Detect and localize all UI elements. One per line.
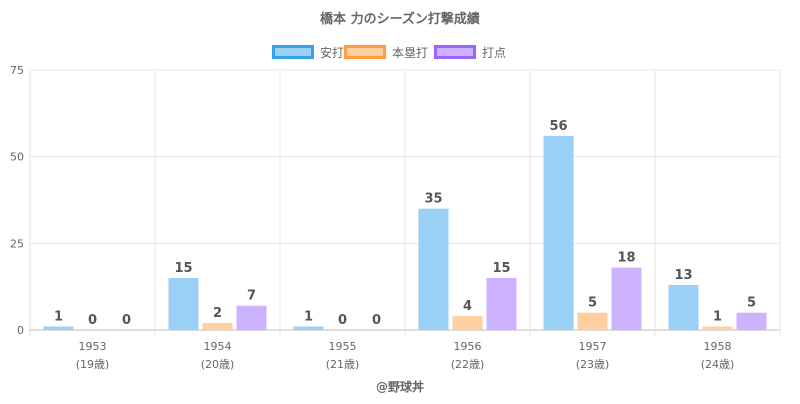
x-tick-label: 1958: [704, 340, 732, 353]
data-label: 0: [88, 313, 97, 328]
y-tick-label: 75: [10, 64, 24, 77]
x-tick-sublabel: (23歳): [576, 358, 610, 371]
x-tick-sublabel: (24歳): [701, 358, 735, 371]
legend-label: 本塁打: [392, 46, 428, 60]
bar-home-runs: [202, 323, 233, 330]
x-tick-sublabel: (19歳): [76, 358, 110, 371]
data-label: 4: [463, 299, 472, 314]
y-tick-label: 25: [10, 237, 24, 250]
data-label: 1: [713, 310, 722, 325]
x-tick-sublabel: (21歳): [326, 358, 360, 371]
data-label: 35: [424, 192, 442, 207]
data-label: 0: [372, 313, 381, 328]
x-tick-sublabel: (20歳): [201, 358, 235, 371]
legend-label: 安打: [320, 45, 344, 60]
data-label: 7: [247, 289, 256, 304]
x-tick-label: 1953: [79, 340, 107, 353]
data-label: 5: [747, 296, 756, 311]
legend: 安打 本塁打 打点: [272, 45, 507, 60]
data-label: 1: [54, 310, 63, 325]
legend-item[interactable]: 安打: [272, 45, 345, 60]
bar-hits: [168, 278, 199, 330]
legend-swatch: [272, 45, 314, 59]
chart-title: 橋本 力のシーズン打撃成績: [320, 11, 480, 27]
data-label: 18: [617, 251, 635, 266]
data-label: 0: [122, 313, 131, 328]
x-tick-label: 1954: [204, 340, 232, 353]
bar-hits: [668, 284, 699, 330]
data-label: 0: [338, 313, 347, 328]
y-tick-label: 0: [17, 324, 24, 337]
bar-rbi: [611, 267, 642, 330]
footer-credit: @野球丼: [376, 379, 424, 394]
data-label: 1: [304, 310, 313, 325]
y-tick-label: 50: [10, 151, 24, 164]
bar-rbi: [486, 278, 517, 330]
legend-swatch: [434, 45, 476, 59]
legend-swatch: [344, 45, 386, 59]
legend-item[interactable]: 本塁打: [344, 45, 429, 60]
data-label: 13: [674, 268, 692, 283]
bar-hits: [418, 208, 449, 330]
data-label: 5: [588, 296, 597, 311]
data-label: 15: [174, 261, 192, 276]
bar-hits: [43, 326, 74, 330]
legend-label: 打点: [482, 46, 506, 60]
bar-hits: [543, 135, 574, 330]
data-label: 15: [492, 261, 510, 276]
x-tick-label: 1957: [579, 340, 607, 353]
bar-rbi: [736, 312, 767, 330]
data-label: 2: [213, 306, 222, 321]
bar-home-runs: [577, 312, 608, 330]
x-tick-label: 1955: [329, 340, 357, 353]
legend-item[interactable]: 打点: [434, 45, 507, 60]
x-tick-label: 1956: [454, 340, 482, 353]
x-tick-sublabel: (22歳): [451, 358, 485, 371]
x-axis: 1953 (19歳) 1954 (20歳) 1955 (21歳) 1956 (22歳) 1957…: [76, 340, 735, 371]
bar-home-runs: [702, 326, 733, 330]
data-label: 56: [549, 119, 567, 134]
bar-rbi: [236, 305, 267, 330]
bar-home-runs: [452, 316, 483, 330]
bar-hits: [293, 326, 324, 330]
